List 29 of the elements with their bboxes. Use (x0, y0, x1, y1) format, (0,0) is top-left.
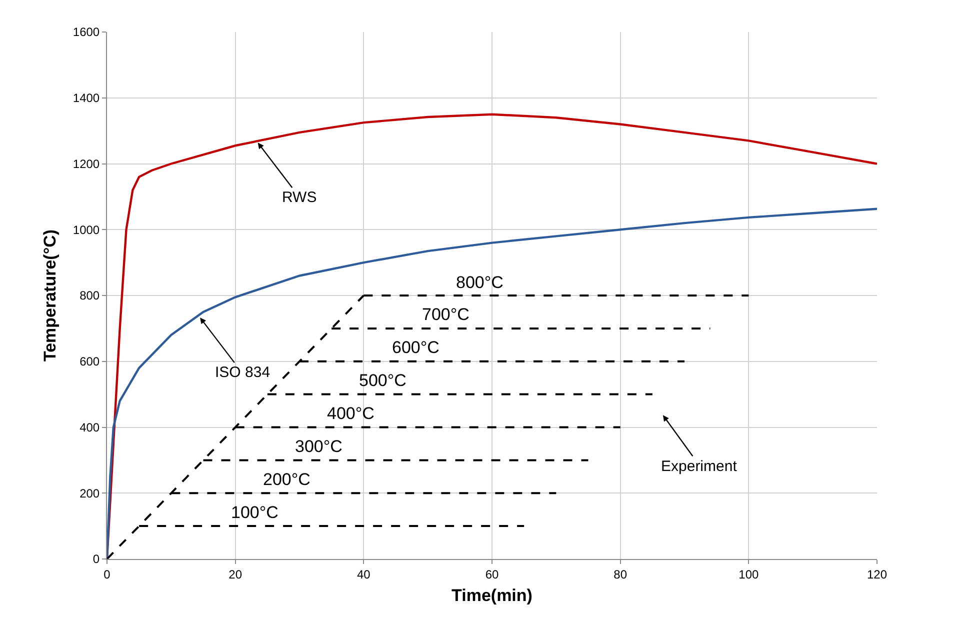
x-tick-label: 80 (614, 567, 628, 582)
y-tick-label: 0 (92, 552, 100, 566)
x-tick-label: 120 (866, 567, 888, 582)
x-axis-title: Time(min) (452, 586, 532, 605)
series-label: 700°C (422, 305, 470, 324)
y-tick-label: 1200 (72, 156, 100, 171)
series-label: 200°C (263, 470, 310, 489)
x-tick-label: 20 (228, 567, 242, 582)
y-axis-title: Temperature(°C) (40, 229, 60, 362)
y-tick-label: 400 (80, 420, 100, 434)
series-label: 500°C (359, 371, 406, 390)
x-tick-label: 60 (485, 567, 499, 582)
series-label: 600°C (392, 338, 440, 357)
y-tick-label: 1000 (72, 222, 100, 237)
series-label: 400°C (327, 404, 374, 423)
x-tick-label: 0 (104, 567, 111, 582)
y-tick-label: 1400 (72, 91, 100, 106)
y-tick-label: 200 (80, 486, 100, 500)
y-tick-label: 800 (80, 288, 100, 303)
series-label: 300°C (295, 437, 342, 456)
x-tick-label: 40 (356, 567, 371, 582)
y-tick-label: 600 (80, 354, 100, 369)
series-label: 800°C (456, 273, 504, 292)
annotation: ISO 834 (215, 364, 270, 381)
annotation: Experiment (661, 458, 738, 475)
x-tick-label: 100 (738, 567, 759, 582)
y-tick-label: 1600 (72, 25, 100, 40)
annotation: RWS (282, 189, 317, 206)
series-label: 100°C (231, 503, 278, 522)
